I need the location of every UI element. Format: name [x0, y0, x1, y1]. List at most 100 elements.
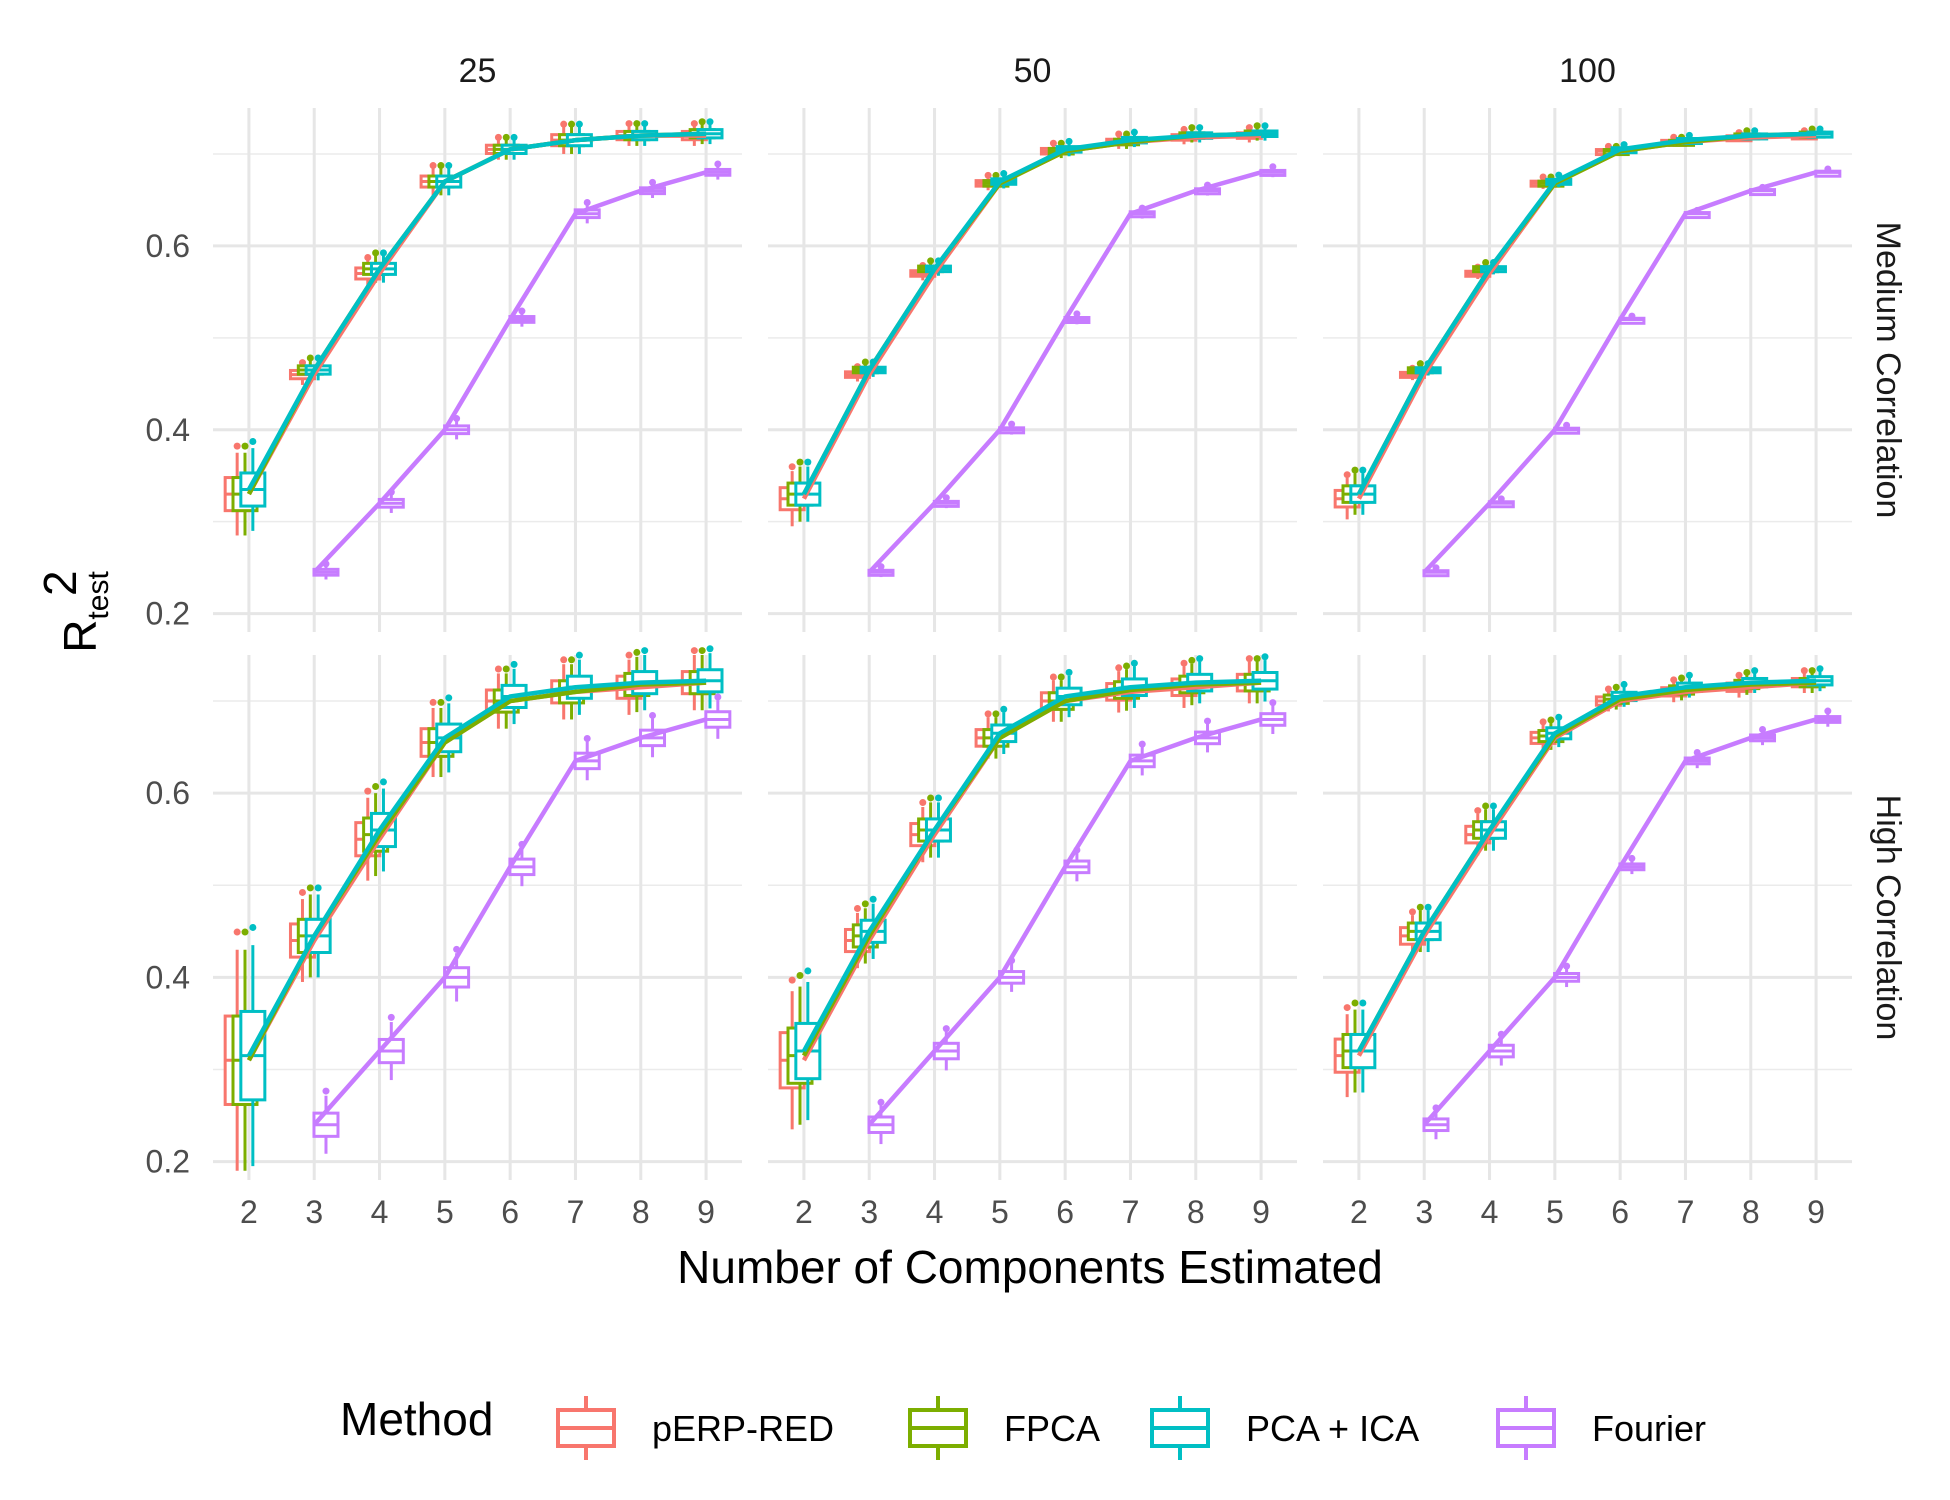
outlier-point — [560, 120, 568, 128]
outlier-point — [942, 1025, 950, 1033]
outlier-point — [1253, 122, 1261, 130]
outlier-point — [364, 787, 372, 795]
outlier-point — [633, 120, 641, 128]
outlier-point — [1735, 671, 1743, 679]
outlier-point — [1057, 673, 1065, 681]
outlier-point — [1359, 999, 1367, 1007]
outlier-point — [575, 120, 583, 128]
panel-0-1 — [768, 108, 1297, 632]
panel-0-0 — [213, 108, 742, 632]
legend-label: Fourier — [1592, 1408, 1706, 1449]
legend-label: pERP-RED — [652, 1408, 834, 1449]
outlier-point — [788, 976, 796, 984]
series-line-fourier — [312, 717, 707, 1127]
outlier-point — [510, 660, 518, 668]
outlier-point — [306, 884, 314, 892]
x-tick-label: 3 — [305, 1194, 323, 1230]
legend-item: pERP-RED — [556, 1396, 834, 1460]
x-tick-label: 3 — [1415, 1194, 1433, 1230]
y-tick-label: 0.6 — [146, 775, 190, 811]
outlier-point — [379, 778, 387, 786]
y-tick-label: 0.2 — [146, 596, 190, 632]
outlier-point — [510, 133, 518, 141]
outlier-point — [1000, 705, 1008, 713]
outlier-point — [298, 359, 306, 367]
outlier-point — [1204, 717, 1212, 725]
outlier-point — [1628, 312, 1636, 320]
outlier-point — [1261, 653, 1269, 661]
x-tick-label: 2 — [795, 1194, 813, 1230]
outlier-point — [706, 645, 714, 653]
panels-layer — [213, 108, 1852, 1180]
panel-1-2 — [1323, 655, 1852, 1180]
x-tick-label: 8 — [632, 1194, 650, 1230]
series-line-fpca — [801, 131, 1262, 496]
outlier-point — [919, 799, 927, 807]
outlier-point — [241, 442, 249, 450]
outlier-point — [1678, 674, 1686, 682]
outlier-point — [698, 647, 706, 655]
outlier-point — [984, 171, 992, 179]
outlier-point — [1180, 659, 1188, 667]
outlier-point — [1424, 903, 1432, 911]
outlier-point — [568, 120, 576, 128]
outlier-point — [364, 253, 372, 261]
boxplot — [1814, 707, 1842, 727]
boxplot — [1814, 165, 1842, 178]
series-line-fourier — [1422, 717, 1817, 1127]
row-strip-label: Medium Correlation — [1869, 222, 1907, 519]
x-tick-label: 5 — [1546, 1194, 1564, 1230]
boxplot — [443, 415, 471, 440]
boxplot — [1422, 564, 1450, 578]
outlier-point — [698, 118, 706, 126]
outlier-point — [641, 647, 649, 655]
series-line-perp-red — [246, 133, 707, 496]
outlier-point — [502, 133, 510, 141]
series-line-pca-ica — [1356, 131, 1817, 496]
outlier-point — [1343, 1004, 1351, 1012]
legend-item: PCA + ICA — [1150, 1396, 1419, 1460]
outlier-point — [1743, 668, 1751, 676]
outlier-point — [992, 710, 1000, 718]
x-tick-label: 4 — [1481, 1194, 1499, 1230]
outlier-point — [1351, 466, 1359, 474]
boxplot — [1618, 312, 1646, 325]
boxplot — [794, 458, 822, 522]
outlier-point — [437, 162, 445, 170]
outlier-point — [649, 711, 657, 719]
x-tick-label: 2 — [240, 1194, 258, 1230]
legend-label: FPCA — [1004, 1408, 1100, 1449]
y-tick-label: 0.4 — [146, 412, 190, 448]
outlier-point — [1816, 665, 1824, 673]
outlier-point — [1123, 130, 1131, 138]
series-line-fourier — [867, 170, 1262, 574]
boxplot — [312, 560, 340, 580]
outlier-point — [1123, 662, 1131, 670]
outlier-point — [1057, 139, 1065, 147]
x-tick-label: 5 — [436, 1194, 454, 1230]
outlier-point — [241, 928, 249, 936]
series-line-fpca — [246, 131, 707, 496]
outlier-point — [861, 900, 869, 908]
outlier-point — [1816, 125, 1824, 133]
column-strip-label: 25 — [459, 52, 497, 90]
x-tick-label: 7 — [1122, 1194, 1140, 1230]
legend-item: FPCA — [908, 1396, 1100, 1460]
outlier-point — [796, 972, 804, 980]
outlier-point — [1547, 716, 1555, 724]
y-axis-title-base: R — [54, 620, 106, 653]
outlier-point — [1751, 127, 1759, 135]
outlier-point — [804, 967, 812, 975]
legend-items: pERP-RED FPCA PCA + ICA Fourier — [556, 1396, 1706, 1460]
outlier-point — [387, 1013, 395, 1021]
x-tick-label: 6 — [1056, 1194, 1074, 1230]
outlier-point — [1049, 673, 1057, 681]
x-tick-label: 3 — [860, 1194, 878, 1230]
outlier-point — [1620, 680, 1628, 688]
outlier-point — [1555, 713, 1563, 721]
outlier-point — [1474, 807, 1482, 815]
outlier-point — [583, 734, 591, 742]
x-tick-label: 4 — [371, 1194, 389, 1230]
x-tick-label: 9 — [1807, 1194, 1825, 1230]
outlier-point — [1073, 310, 1081, 318]
